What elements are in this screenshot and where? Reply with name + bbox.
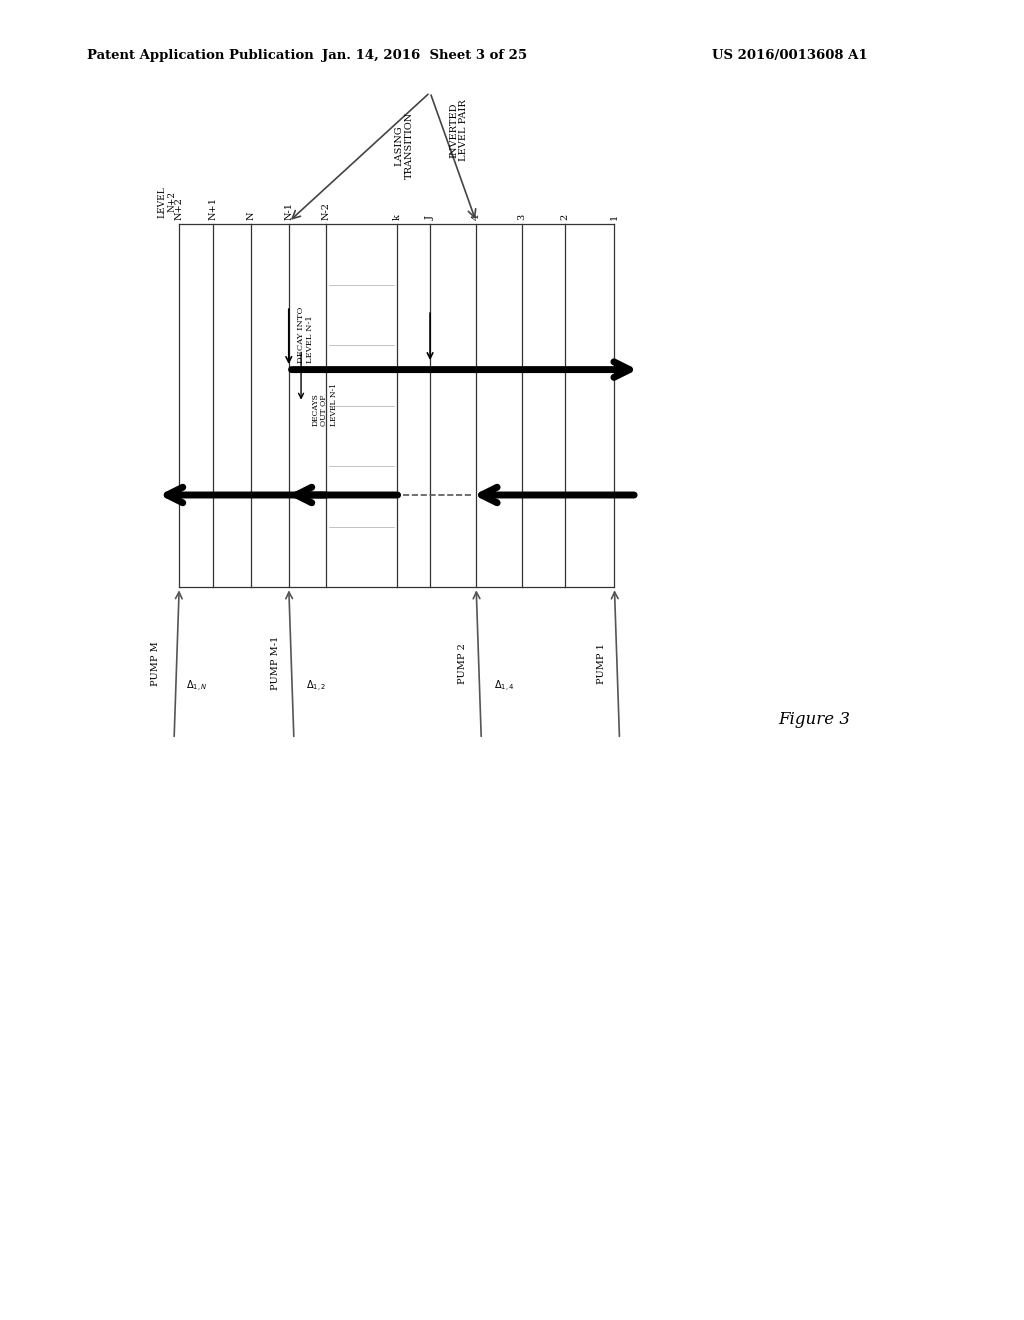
- Text: N: N: [247, 213, 255, 220]
- Text: J: J: [426, 216, 434, 220]
- Text: Patent Application Publication: Patent Application Publication: [87, 49, 313, 62]
- Text: PUMP M-1: PUMP M-1: [271, 636, 280, 690]
- Text: 3: 3: [518, 214, 526, 220]
- Text: PUMP 1: PUMP 1: [597, 643, 605, 684]
- Text: LEVEL
N+2: LEVEL N+2: [158, 186, 176, 218]
- Text: 4: 4: [472, 214, 480, 220]
- Text: k: k: [393, 215, 401, 220]
- Text: DECAY INTO
LEVEL N-1: DECAY INTO LEVEL N-1: [297, 306, 314, 363]
- Text: N-1: N-1: [285, 202, 293, 220]
- Text: LASING
TRANSITION: LASING TRANSITION: [395, 112, 414, 180]
- Text: INVERTED
LEVEL PAIR: INVERTED LEVEL PAIR: [450, 99, 468, 161]
- Text: PUMP 2: PUMP 2: [459, 643, 467, 684]
- Text: $\Delta_{1,2}$: $\Delta_{1,2}$: [306, 678, 327, 694]
- Text: Jan. 14, 2016  Sheet 3 of 25: Jan. 14, 2016 Sheet 3 of 25: [323, 49, 527, 62]
- Text: PUMP M: PUMP M: [152, 642, 160, 685]
- Text: N-2: N-2: [322, 202, 330, 220]
- Text: US 2016/0013608 A1: US 2016/0013608 A1: [712, 49, 867, 62]
- Text: N+1: N+1: [209, 198, 217, 220]
- Text: 1: 1: [610, 214, 618, 220]
- Text: N+2: N+2: [175, 198, 183, 220]
- Text: Figure 3: Figure 3: [778, 711, 850, 727]
- Text: $\Delta_{1,4}$: $\Delta_{1,4}$: [494, 678, 514, 694]
- Text: 2: 2: [561, 214, 569, 220]
- Text: $\Delta_{1,N}$: $\Delta_{1,N}$: [186, 678, 208, 694]
- Text: DECAYS
OUT OF
LEVEL N-1: DECAYS OUT OF LEVEL N-1: [311, 383, 338, 426]
